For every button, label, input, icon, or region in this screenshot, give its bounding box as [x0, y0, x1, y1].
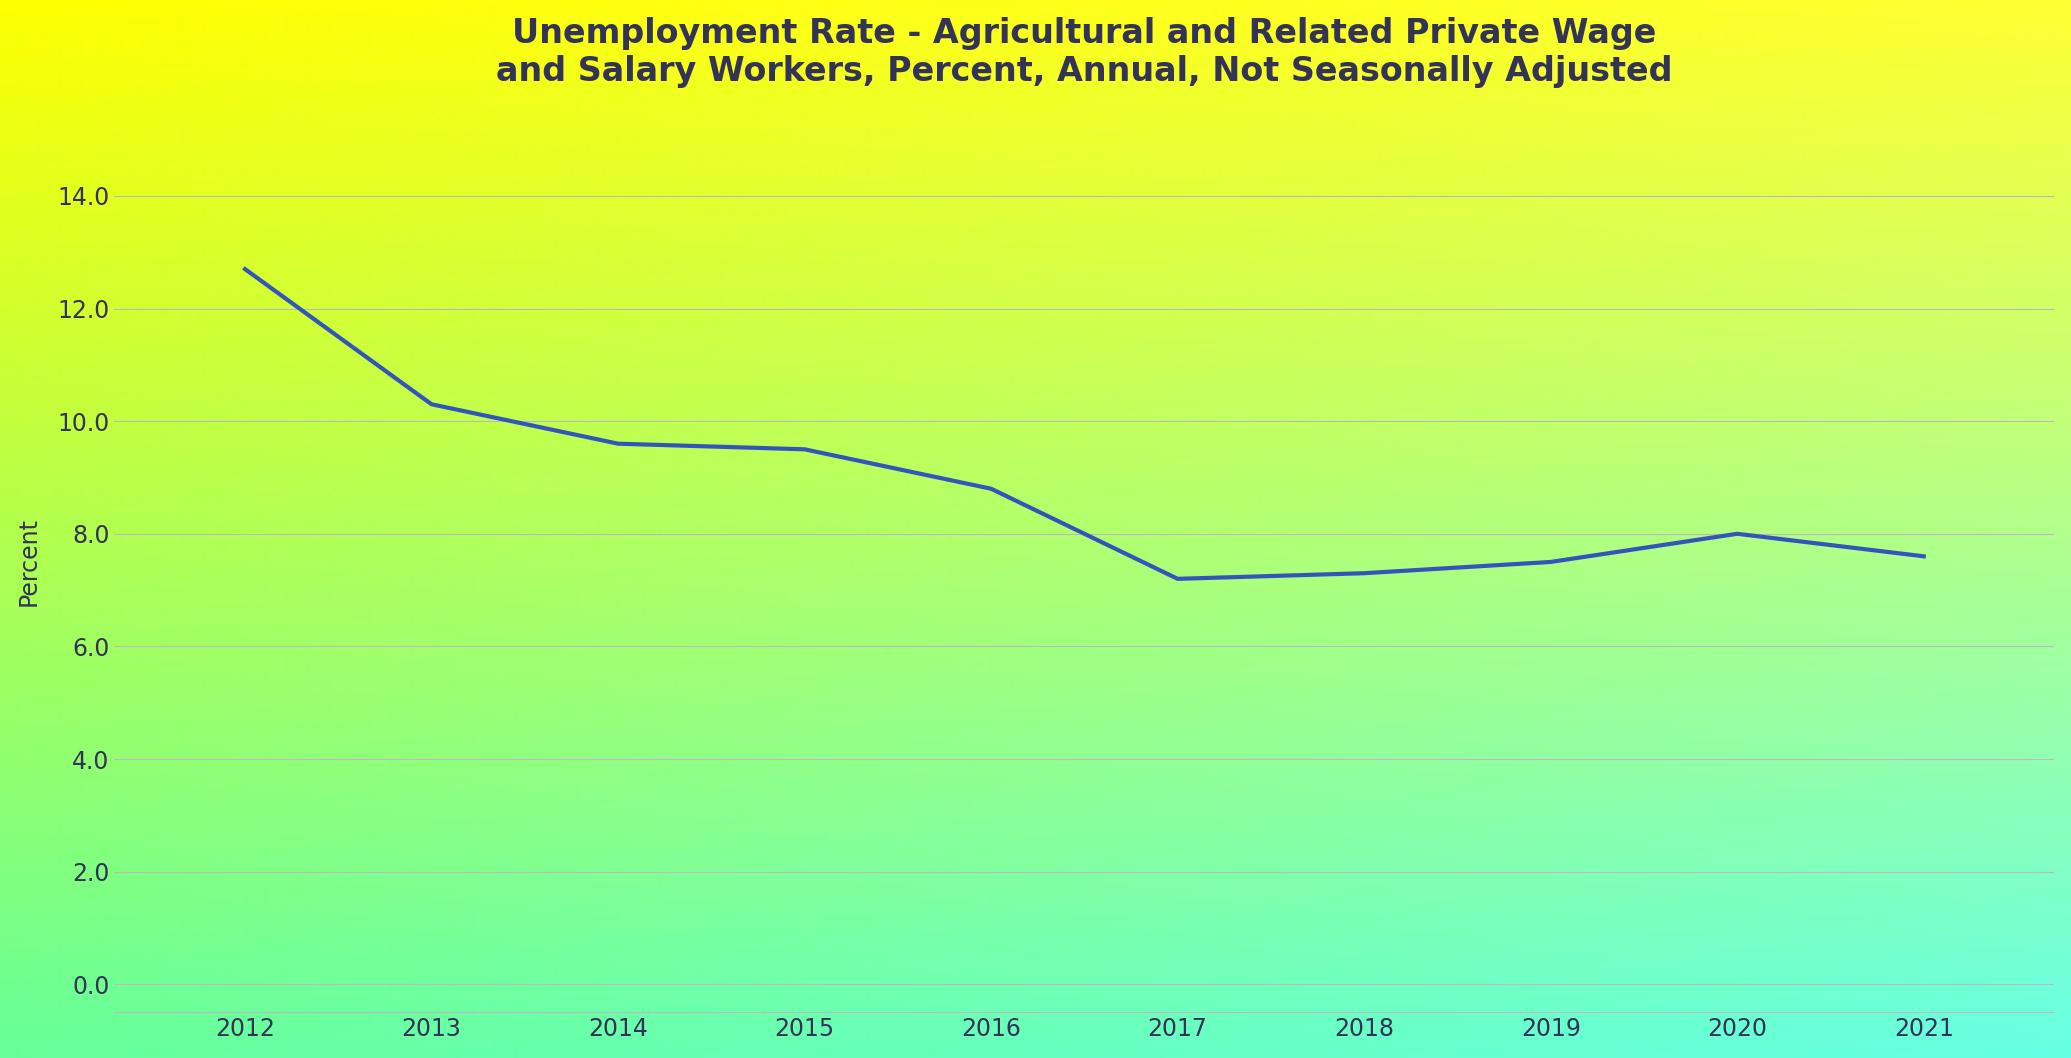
- Title: Unemployment Rate - Agricultural and Related Private Wage
and Salary Workers, Pe: Unemployment Rate - Agricultural and Rel…: [497, 17, 1673, 88]
- Y-axis label: Percent: Percent: [17, 517, 41, 606]
